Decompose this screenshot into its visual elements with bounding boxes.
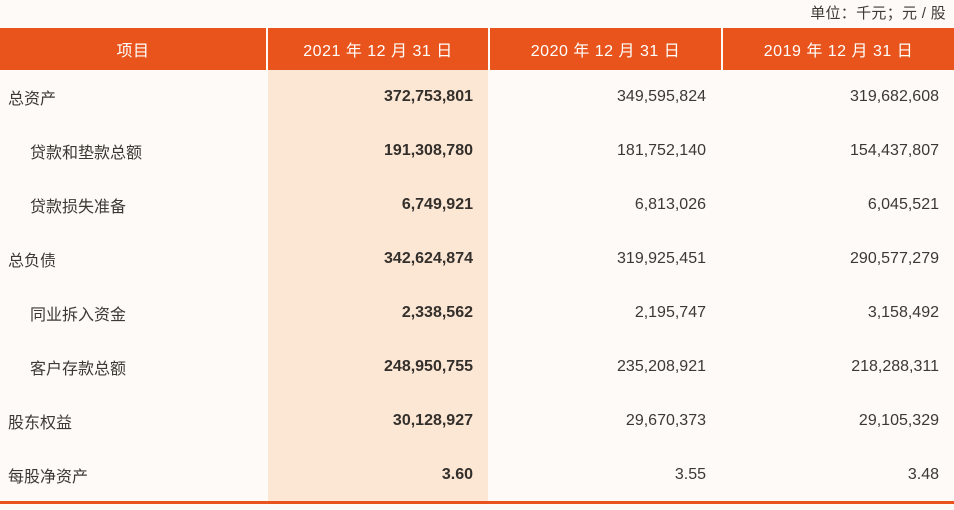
row-label: 总资产 — [0, 70, 267, 124]
cell-y2021: 342,624,874 — [266, 232, 489, 286]
cell-y2021: 248,950,755 — [266, 340, 489, 394]
cell-y2019: 290,577,279 — [721, 232, 954, 286]
cell-y2020: 3.55 — [488, 448, 722, 502]
cell-y2021: 6,749,921 — [266, 178, 489, 232]
cell-y2021: 3.60 — [266, 448, 489, 502]
row-label-sub: 贷款损失准备 — [0, 178, 267, 232]
table-header: 项目 2021 年 12 月 31 日 2020 年 12 月 31 日 201… — [0, 28, 954, 70]
cell-y2020: 319,925,451 — [488, 232, 722, 286]
financial-summary-table: 项目 2021 年 12 月 31 日 2020 年 12 月 31 日 201… — [0, 28, 954, 502]
column-header-y2021[interactable]: 2021 年 12 月 31 日 — [266, 28, 489, 70]
table-row: 客户存款总额 248,950,755 235,208,921 218,288,311 — [0, 340, 954, 394]
row-label-sub: 同业拆入资金 — [0, 286, 267, 340]
cell-y2019: 6,045,521 — [721, 178, 954, 232]
bottom-accent-rule — [0, 501, 954, 504]
table-row: 总资产 372,753,801 349,595,824 319,682,608 — [0, 70, 954, 124]
column-header-item[interactable]: 项目 — [116, 43, 150, 60]
row-label: 总负债 — [0, 232, 267, 286]
cell-y2020: 235,208,921 — [488, 340, 722, 394]
cell-y2019: 29,105,329 — [721, 394, 954, 448]
cell-y2020: 349,595,824 — [488, 70, 722, 124]
table-row: 每股净资产 3.60 3.55 3.48 — [0, 448, 954, 502]
header-row: 项目 2021 年 12 月 31 日 2020 年 12 月 31 日 201… — [0, 28, 954, 70]
cell-y2019: 3,158,492 — [721, 286, 954, 340]
table-row: 同业拆入资金 2,338,562 2,195,747 3,158,492 — [0, 286, 954, 340]
cell-y2019: 319,682,608 — [721, 70, 954, 124]
table-body: 总资产 372,753,801 349,595,824 319,682,608 贷款和垫… — [0, 70, 954, 502]
cell-y2021: 2,338,562 — [266, 286, 489, 340]
table-row: 贷款和垫款总额 191,308,780 181,752,140 154,437,807 — [0, 124, 954, 178]
cell-y2019: 154,437,807 — [721, 124, 954, 178]
table-row: 股东权益 30,128,927 29,670,373 29,105,329 — [0, 394, 954, 448]
column-header-y2019[interactable]: 2019 年 12 月 31 日 — [721, 28, 954, 70]
row-label: 每股净资产 — [0, 448, 267, 502]
cell-y2021: 191,308,780 — [266, 124, 489, 178]
cell-y2020: 29,670,373 — [488, 394, 722, 448]
table-row: 贷款损失准备 6,749,921 6,813,026 6,045,521 — [0, 178, 954, 232]
cell-y2020: 6,813,026 — [488, 178, 722, 232]
column-header-y2020[interactable]: 2020 年 12 月 31 日 — [488, 28, 722, 70]
table-row: 总负债 342,624,874 319,925,451 290,577,279 — [0, 232, 954, 286]
row-label-sub: 客户存款总额 — [0, 340, 267, 394]
row-label-sub: 贷款和垫款总额 — [0, 124, 267, 178]
cell-y2019: 3.48 — [721, 448, 954, 502]
row-label: 股东权益 — [0, 394, 267, 448]
unit-note: 单位：千元；元 / 股 — [810, 5, 946, 22]
cell-y2020: 181,752,140 — [488, 124, 722, 178]
cell-y2019: 218,288,311 — [721, 340, 954, 394]
cell-y2021: 372,753,801 — [266, 70, 489, 124]
cell-y2021: 30,128,927 — [266, 394, 489, 448]
cell-y2020: 2,195,747 — [488, 286, 722, 340]
